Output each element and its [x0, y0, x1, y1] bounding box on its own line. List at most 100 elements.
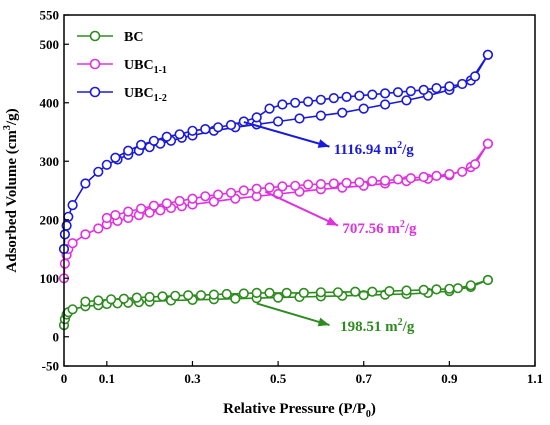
annotation-label: 1116.94 m2/g	[334, 140, 415, 158]
desorption-point	[251, 287, 262, 299]
desorption-point	[157, 291, 168, 302]
legend-swatch-marker	[89, 86, 101, 98]
desorption-point	[93, 295, 104, 306]
annotation-value: 198.51 m	[340, 319, 398, 335]
desorption-point	[457, 78, 468, 90]
desorption-point	[380, 88, 391, 99]
ticks-layer: 0 0.1 0.3 0.5 0.7 0.9 1.1-50010020030040050055…	[40, 8, 544, 387]
desorption-point	[170, 290, 181, 301]
legend-swatch-marker	[89, 30, 101, 42]
desorption-point	[174, 195, 185, 207]
adsorption-point	[294, 113, 305, 124]
surface-area-annotation-0: 1116.94 m2/g	[243, 121, 415, 158]
annotation-unit: /g	[401, 142, 414, 158]
desorption-point	[238, 185, 249, 196]
desorption-point	[200, 191, 211, 202]
desorption-point	[161, 198, 172, 209]
desorption-point	[482, 138, 494, 149]
desorption-point	[277, 181, 288, 192]
surface-area-annotation-2: 198.51 m2/g	[256, 302, 415, 335]
desorption-point	[315, 179, 327, 190]
desorption-point	[264, 103, 275, 114]
series-1	[58, 138, 494, 284]
annotation-label: 198.51 m2/g	[340, 317, 415, 335]
legend-item: UBC1-2	[77, 86, 167, 104]
annotation-sup: 2	[397, 140, 402, 151]
annotation-arrow-head	[317, 139, 330, 148]
annotation-arrow-line	[243, 121, 330, 148]
x-tick-label: 1.1	[527, 371, 543, 386]
y-tick-label: 0	[53, 329, 60, 344]
y-tick-label: -50	[42, 359, 59, 374]
y-axis-label-main: Adsorbed Volume (cm	[4, 130, 20, 273]
annotation-arrow-head	[326, 216, 339, 226]
adsorption-point	[337, 107, 348, 118]
desorption-point	[123, 145, 134, 156]
desorption-point	[341, 91, 352, 102]
adsorption-point	[67, 304, 78, 315]
desorption-point	[187, 125, 198, 136]
x-axis-label-main: Relative Pressure (P/P	[223, 401, 366, 417]
desorption-point	[405, 85, 416, 97]
desorption-point	[384, 286, 395, 297]
desorption-point	[418, 84, 429, 95]
desorption-point	[238, 116, 249, 127]
desorption-point	[80, 296, 91, 307]
desorption-point	[221, 288, 232, 300]
x-tick-label: 0.5	[270, 371, 287, 386]
y-axis-label: Adsorbed Volume (cm3/g)	[2, 108, 20, 272]
legend-label-sub: 1-1	[154, 65, 167, 76]
desorption-point	[277, 99, 288, 110]
desorption-point	[315, 287, 327, 298]
desorption-point	[392, 87, 404, 98]
legend-label-main: BC	[124, 30, 143, 45]
series-2	[58, 49, 494, 255]
desorption-point	[105, 294, 117, 305]
desorption-point	[380, 175, 391, 186]
x-tick-label: 0.1	[99, 371, 115, 386]
x-tick-label: 0.3	[184, 371, 201, 386]
desorption-point	[350, 286, 361, 297]
legend-label-main: UBC	[124, 58, 154, 73]
y-tick-label: 550	[40, 8, 60, 23]
desorption-point	[457, 166, 468, 177]
y-tick-label: 300	[40, 154, 60, 169]
desorption-point	[118, 293, 129, 304]
legend-label: UBC1-1	[124, 58, 167, 76]
adsorption-point	[230, 293, 241, 304]
adsorption-point	[59, 258, 71, 269]
desorption-point	[148, 135, 159, 146]
desorption-point	[251, 183, 262, 194]
plot-frame	[63, 14, 536, 367]
adsorption-point	[59, 229, 71, 240]
desorption-point	[367, 176, 378, 187]
x-tick-label: 0	[61, 371, 68, 386]
desorption-point	[367, 286, 378, 297]
desorption-point	[367, 89, 378, 100]
annotation-label: 707.56 m2/g	[342, 219, 417, 237]
annotation-unit: /g	[404, 221, 417, 237]
desorption-point	[101, 212, 112, 224]
desorption-point	[418, 284, 429, 296]
desorption-point	[332, 287, 344, 298]
adsorption-point	[80, 229, 91, 240]
legend-label-main: UBC	[124, 86, 154, 101]
adsorption-point	[67, 238, 78, 249]
desorption-point	[136, 139, 147, 150]
series-0	[58, 274, 494, 331]
desorption-point	[465, 280, 476, 291]
annotation-sup: 2	[398, 317, 403, 328]
desorption-point	[401, 285, 412, 296]
legend-label: UBC1-2	[124, 86, 167, 104]
desorption-point	[315, 94, 327, 105]
annotation-arrow-line	[256, 302, 330, 327]
desorption-point	[482, 49, 494, 60]
legend-swatch-marker	[89, 58, 101, 70]
legend-label: BC	[124, 30, 143, 45]
y-axis-label-sup: 3	[2, 125, 13, 130]
x-axis-label-sub: 0	[366, 409, 371, 420]
desorption-point	[405, 173, 416, 184]
desorption-point	[470, 159, 481, 170]
desorption-point	[392, 174, 404, 185]
